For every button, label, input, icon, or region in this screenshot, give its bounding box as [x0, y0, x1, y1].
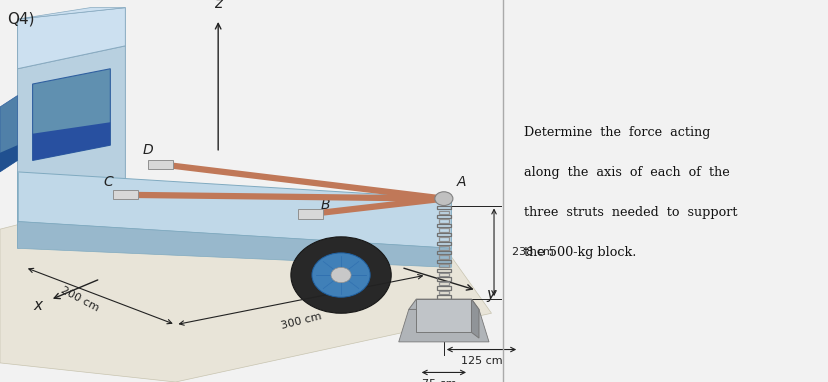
- Bar: [147, 160, 173, 169]
- Text: 200 cm: 200 cm: [60, 285, 101, 313]
- Text: 238 cm: 238 cm: [511, 247, 552, 257]
- Bar: [438, 255, 448, 259]
- Bar: [438, 210, 448, 214]
- Circle shape: [435, 192, 452, 206]
- Polygon shape: [17, 222, 450, 267]
- Bar: [436, 269, 450, 272]
- Text: z: z: [214, 0, 222, 11]
- Bar: [438, 237, 448, 241]
- Bar: [438, 273, 448, 277]
- Text: along  the  axis  of  each  of  the: along the axis of each of the: [524, 166, 729, 179]
- Text: Determine  the  force  acting: Determine the force acting: [524, 126, 710, 139]
- Circle shape: [311, 253, 369, 297]
- Polygon shape: [17, 8, 125, 69]
- Text: D: D: [142, 142, 153, 157]
- Polygon shape: [17, 8, 125, 19]
- Polygon shape: [0, 96, 17, 172]
- Text: A: A: [456, 175, 465, 189]
- Polygon shape: [416, 299, 471, 332]
- Text: 75 cm: 75 cm: [421, 379, 455, 382]
- Polygon shape: [471, 299, 479, 338]
- Bar: [438, 246, 448, 249]
- Bar: [438, 291, 448, 294]
- Text: 125 cm: 125 cm: [460, 356, 502, 366]
- Bar: [298, 209, 323, 219]
- Text: x: x: [33, 298, 42, 313]
- Text: y: y: [486, 286, 495, 302]
- Bar: [438, 264, 448, 267]
- Bar: [436, 242, 450, 245]
- Polygon shape: [17, 46, 125, 248]
- Text: the 500-kg block.: the 500-kg block.: [524, 246, 636, 259]
- Bar: [438, 300, 448, 303]
- Circle shape: [291, 237, 391, 313]
- Polygon shape: [17, 172, 450, 248]
- Bar: [436, 233, 450, 236]
- Text: Q4): Q4): [7, 11, 35, 26]
- Bar: [113, 190, 137, 199]
- Bar: [436, 260, 450, 263]
- Text: three  struts  needed  to  support: three struts needed to support: [524, 206, 737, 219]
- Bar: [436, 215, 450, 219]
- Polygon shape: [408, 299, 479, 309]
- Circle shape: [330, 267, 350, 283]
- Bar: [436, 286, 450, 290]
- Text: C: C: [103, 175, 113, 189]
- Bar: [436, 224, 450, 227]
- Polygon shape: [32, 69, 110, 160]
- Text: 300 cm: 300 cm: [279, 311, 322, 331]
- Bar: [438, 228, 448, 232]
- Bar: [438, 219, 448, 223]
- Bar: [436, 251, 450, 254]
- Polygon shape: [0, 145, 17, 172]
- Bar: [436, 277, 450, 281]
- Polygon shape: [32, 122, 110, 160]
- Text: B: B: [320, 198, 330, 212]
- Polygon shape: [398, 309, 489, 342]
- Bar: [436, 295, 450, 299]
- Bar: [436, 206, 450, 209]
- Polygon shape: [0, 210, 491, 382]
- Bar: [438, 282, 448, 285]
